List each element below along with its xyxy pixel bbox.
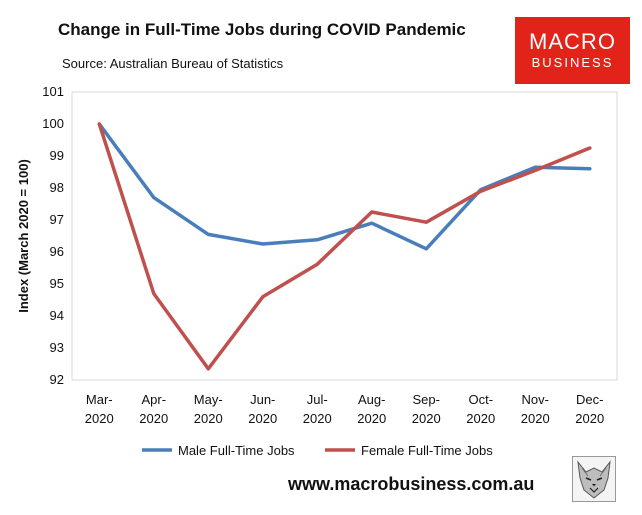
y-tick-label: 93 bbox=[50, 340, 64, 355]
series-line-female bbox=[97, 122, 592, 371]
x-tick-label: Mar-2020 bbox=[85, 392, 114, 426]
x-tick-label: Nov-2020 bbox=[521, 392, 550, 426]
y-tick-label: 96 bbox=[50, 244, 64, 259]
y-tick-label: 97 bbox=[50, 212, 64, 227]
y-tick-label: 98 bbox=[50, 180, 64, 195]
legend-label-female: Female Full-Time Jobs bbox=[361, 443, 493, 458]
chart-source: Source: Australian Bureau of Statistics bbox=[62, 56, 284, 71]
chart-title: Change in Full-Time Jobs during COVID Pa… bbox=[58, 20, 466, 39]
plot-area bbox=[71, 91, 618, 381]
legend-label-male: Male Full-Time Jobs bbox=[178, 443, 295, 458]
x-tick-label: Sep-2020 bbox=[412, 392, 441, 426]
macrobusiness-logo[interactable]: MACRO BUSINESS bbox=[515, 17, 630, 84]
wolf-icon bbox=[572, 456, 616, 502]
y-tick-label: 94 bbox=[50, 308, 64, 323]
y-axis-label: Index (March 2020 = 100) bbox=[16, 159, 31, 313]
x-tick-label: Jun-2020 bbox=[248, 392, 277, 426]
footer-url[interactable]: www.macrobusiness.com.au bbox=[288, 474, 535, 494]
x-tick-label: Dec-2020 bbox=[575, 392, 604, 426]
y-tick-label: 100 bbox=[42, 116, 64, 131]
x-tick-label: Oct-2020 bbox=[466, 392, 495, 426]
x-tick-label: Aug-2020 bbox=[357, 392, 386, 426]
y-tick-label: 99 bbox=[50, 148, 64, 163]
x-tick-label: Apr-2020 bbox=[139, 392, 168, 426]
x-tick-label: May-2020 bbox=[194, 392, 223, 426]
logo-text-business: BUSINESS bbox=[531, 54, 614, 70]
y-tick-label: 101 bbox=[42, 84, 64, 99]
logo-text-macro: MACRO bbox=[529, 28, 616, 54]
x-tick-label: Jul-2020 bbox=[303, 392, 332, 426]
y-tick-label: 92 bbox=[50, 372, 64, 387]
y-tick-label: 95 bbox=[50, 276, 64, 291]
series-line-male bbox=[97, 122, 592, 251]
